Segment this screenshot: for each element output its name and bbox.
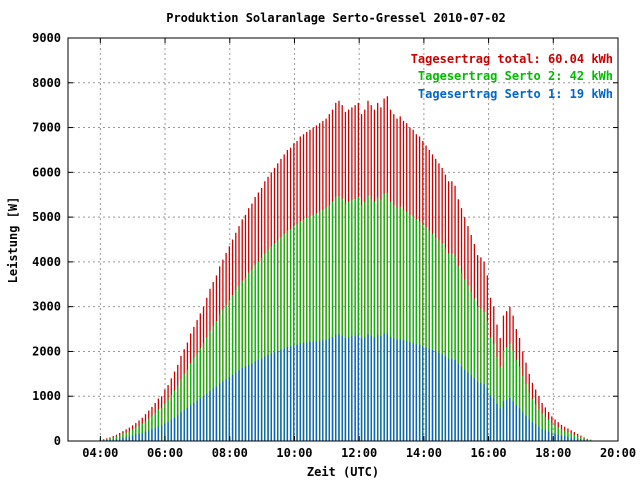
grid-lines [68, 38, 618, 441]
x-axis-label: Zeit (UTC) [307, 465, 379, 479]
y-tick-label: 9000 [32, 31, 61, 45]
x-tick-label: 08:00 [212, 446, 248, 460]
legend-total: Tagesertrag total: 60.04 kWh [411, 52, 613, 66]
y-tick-label: 1000 [32, 389, 61, 403]
y-tick-label: 6000 [32, 165, 61, 179]
plot-frame [67, 37, 619, 442]
x-tick-label: 20:00 [600, 446, 636, 460]
legend-serto2: Tagesertrag Serto 2: 42 kWh [418, 69, 613, 83]
y-tick-label: 3000 [32, 300, 61, 314]
x-tick-label: 14:00 [406, 446, 442, 460]
y-tick-label: 5000 [32, 210, 61, 224]
x-axis-ticks: 04:00 06:00 08:00 10:00 12:00 14:00 16:00 18:00… [82, 38, 636, 460]
legend: Tagesertrag total: 60.04 kWh Tagesertrag… [411, 52, 613, 101]
x-tick-label: 04:00 [82, 446, 118, 460]
x-tick-label: 06:00 [147, 446, 183, 460]
chart-title: Produktion Solaranlage Serto-Gressel 201… [166, 11, 506, 25]
y-tick-label: 2000 [32, 344, 61, 358]
series-serto2-bars [99, 192, 595, 441]
x-tick-label: 16:00 [471, 446, 507, 460]
series-serto1-bars [99, 333, 595, 441]
x-tick-label: 18:00 [535, 446, 571, 460]
y-tick-label: 7000 [32, 121, 61, 135]
y-tick-label: 0 [54, 434, 61, 448]
y-tick-label: 4000 [32, 255, 61, 269]
x-tick-label: 10:00 [276, 446, 312, 460]
legend-serto1: Tagesertrag Serto 1: 19 kWh [418, 87, 613, 101]
x-tick-label: 12:00 [341, 446, 377, 460]
y-axis-ticks: 0 1000 2000 3000 4000 5000 6000 7000 8000 9000 [32, 31, 618, 448]
y-tick-label: 8000 [32, 76, 61, 90]
y-axis-label: Leistung [W] [6, 197, 20, 284]
